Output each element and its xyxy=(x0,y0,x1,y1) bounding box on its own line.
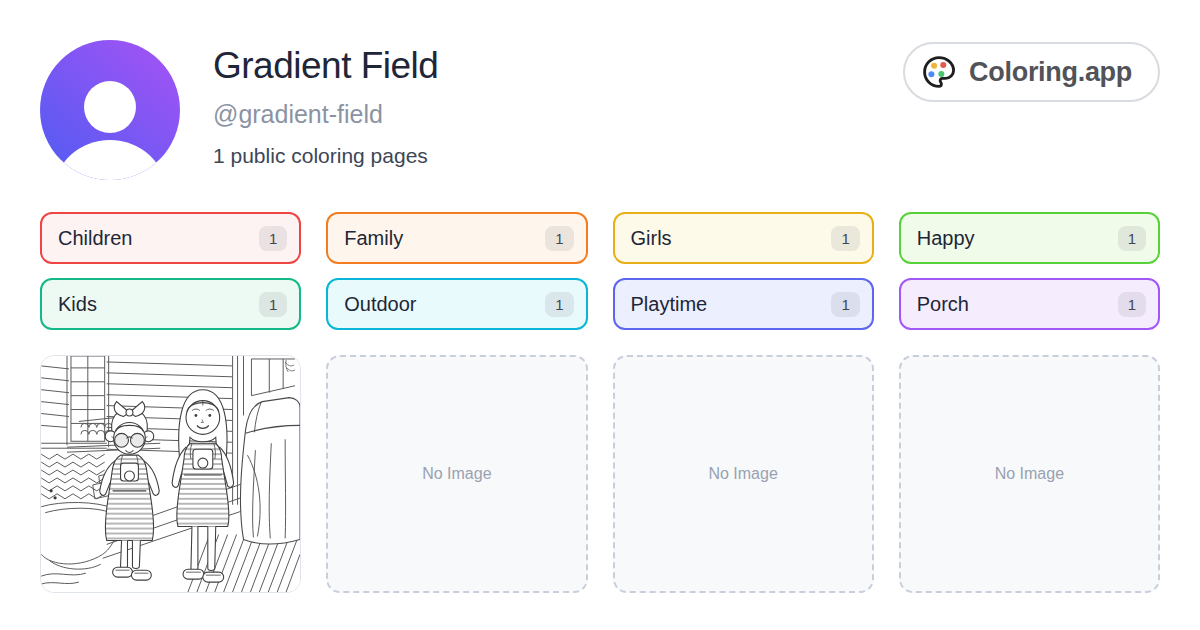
tag-pill-happy[interactable]: Happy 1 xyxy=(899,212,1160,264)
empty-page-card: No Image xyxy=(326,355,587,593)
palette-icon xyxy=(920,53,958,91)
profile-header: Gradient Field @gradient-field 1 public … xyxy=(40,40,438,180)
empty-page-card: No Image xyxy=(899,355,1160,593)
tag-pill-outdoor[interactable]: Outdoor 1 xyxy=(326,278,587,330)
page-title: Gradient Field xyxy=(213,45,438,87)
tag-label: Girls xyxy=(631,227,672,250)
tag-label: Children xyxy=(58,227,132,250)
coloring-page-line-art xyxy=(41,356,300,592)
coloring-pages-grid: No Image No Image No Image xyxy=(40,355,1160,593)
tag-pill-children[interactable]: Children 1 xyxy=(40,212,301,264)
tag-list: Children 1 Family 1 Girls 1 Happy 1 Kids… xyxy=(40,212,1160,330)
tag-pill-playtime[interactable]: Playtime 1 xyxy=(613,278,874,330)
pages-count: 1 public coloring pages xyxy=(213,144,438,168)
brand-label: Coloring.app xyxy=(969,57,1132,88)
tag-count-badge: 1 xyxy=(831,226,859,251)
tag-pill-girls[interactable]: Girls 1 xyxy=(613,212,874,264)
tag-label: Playtime xyxy=(631,293,708,316)
tag-count-badge: 1 xyxy=(259,292,287,317)
tag-count-badge: 1 xyxy=(259,226,287,251)
tag-label: Happy xyxy=(917,227,975,250)
tag-count-badge: 1 xyxy=(545,226,573,251)
tag-count-badge: 1 xyxy=(1118,226,1146,251)
tag-pill-family[interactable]: Family 1 xyxy=(326,212,587,264)
tag-pill-kids[interactable]: Kids 1 xyxy=(40,278,301,330)
no-image-label: No Image xyxy=(422,465,491,483)
brand-badge[interactable]: Coloring.app xyxy=(903,42,1160,102)
no-image-label: No Image xyxy=(708,465,777,483)
user-avatar-icon xyxy=(40,40,180,180)
tag-count-badge: 1 xyxy=(545,292,573,317)
no-image-label: No Image xyxy=(995,465,1064,483)
username: @gradient-field xyxy=(213,100,438,129)
tag-count-badge: 1 xyxy=(831,292,859,317)
avatar xyxy=(40,40,180,180)
tag-label: Outdoor xyxy=(344,293,416,316)
empty-page-card: No Image xyxy=(613,355,874,593)
tag-label: Family xyxy=(344,227,403,250)
tag-label: Porch xyxy=(917,293,969,316)
coloring-page-card[interactable] xyxy=(40,355,301,593)
tag-count-badge: 1 xyxy=(1118,292,1146,317)
tag-pill-porch[interactable]: Porch 1 xyxy=(899,278,1160,330)
tag-label: Kids xyxy=(58,293,97,316)
